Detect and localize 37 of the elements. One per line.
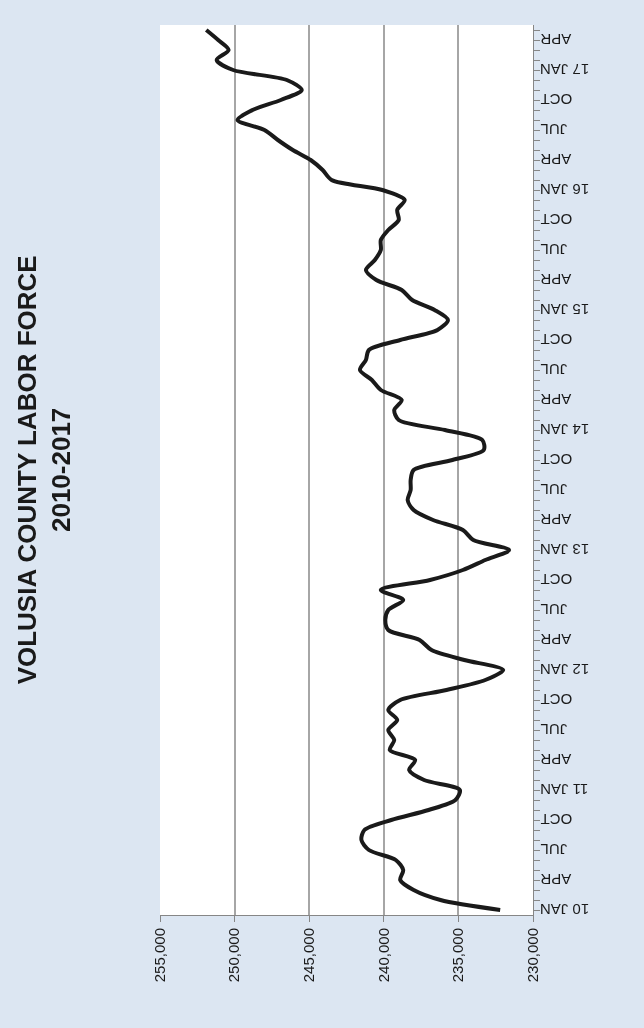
y-tick-label: APR [540, 631, 572, 648]
x-tick-label: 240,000 [374, 928, 392, 983]
y-tick-label: JUL [540, 481, 568, 498]
y-tick-label: OCT [540, 331, 573, 348]
y-tick-label: APR [540, 31, 572, 48]
y-tick-label: OCT [540, 571, 573, 588]
x-tick-label: 245,000 [300, 928, 318, 983]
y-tick-label: APR [540, 871, 572, 888]
y-tick-label: JUL [540, 241, 568, 258]
y-tick-label: JUL [540, 601, 568, 618]
text: VOLUSIA COUNTY LABOR FORCE 2010-2017 [12, 255, 77, 685]
y-tick-label: JUL [540, 841, 568, 858]
y-tick-label: 13 JAN [539, 541, 590, 558]
y-tick-label: APR [540, 511, 572, 528]
y-tick-label: APR [540, 751, 572, 768]
y-tick-label: OCT [540, 811, 573, 828]
y-tick-label: 14 JAN [539, 421, 590, 438]
y-tick-label: JUL [540, 121, 568, 138]
x-tick-label: 255,000 [150, 928, 168, 983]
y-tick-label: APR [540, 391, 572, 408]
y-tick-label: OCT [540, 91, 573, 108]
y-tick-label: OCT [540, 451, 573, 468]
y-tick-label: JUL [540, 721, 568, 738]
x-tick-label: 230,000 [523, 928, 541, 983]
y-tick-label: 15 JAN [539, 301, 590, 318]
y-tick-label: 16 JAN [539, 181, 590, 198]
y-tick-label: APR [540, 151, 572, 168]
y-tick-label: OCT [540, 211, 573, 228]
x-tick-label: 235,000 [449, 928, 467, 983]
y-tick-label: JUL [540, 361, 568, 378]
y-tick-label: APR [540, 271, 572, 288]
y-tick-label: OCT [540, 691, 573, 708]
y-tick-label: 10 JAN [539, 901, 590, 918]
y-tick-label: 11 JAN [540, 781, 589, 798]
x-tick-label: 250,000 [225, 928, 243, 983]
y-tick-label: 17 JAN [539, 61, 590, 78]
y-tick-label: 12 JAN [539, 661, 590, 678]
